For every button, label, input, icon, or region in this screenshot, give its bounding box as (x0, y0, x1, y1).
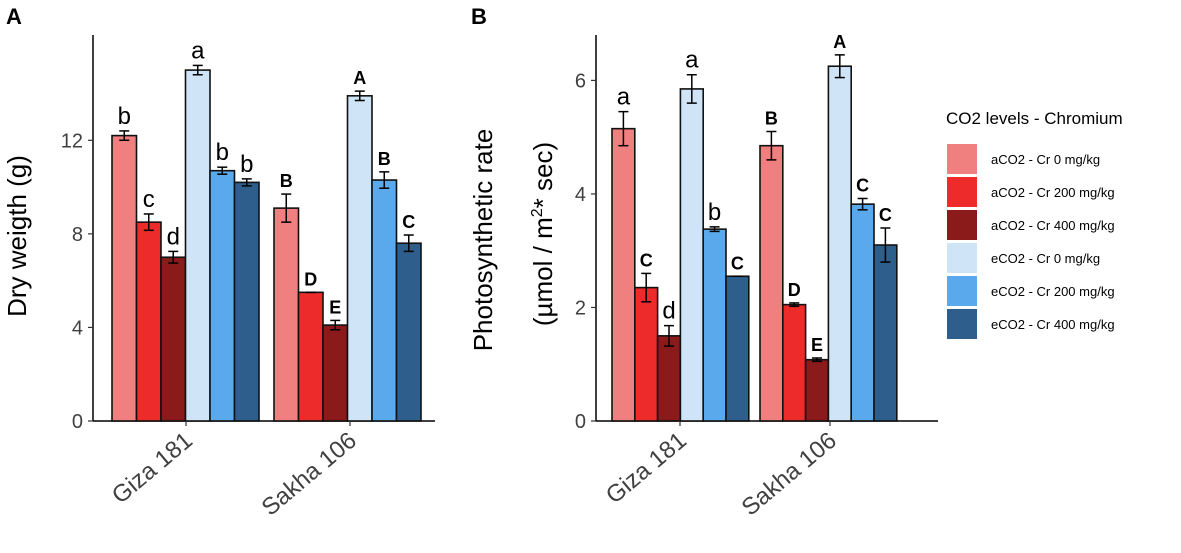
legend-title: CO2 levels - Chromium (946, 109, 1123, 128)
panel-a-significance-label: d (167, 223, 180, 250)
legend-swatch (947, 210, 977, 240)
panel-a-bar (209, 169, 236, 422)
legend-label: aCO2 - Cr 400 mg/kg (991, 218, 1115, 233)
panel-a-significance-label: B (378, 149, 391, 169)
panel-a-bar (233, 181, 260, 422)
panel-b-letter: B (471, 4, 487, 29)
panel-a-y-tick-label: 0 (72, 411, 83, 433)
panel-b-y-axis-subtitle: (µmol / m2* sec) (528, 142, 558, 326)
panel-b-significance-label: E (811, 335, 823, 355)
legend: CO2 levels - Chromium aCO2 - Cr 0 mg/kga… (946, 109, 1123, 339)
panel-b-y-axis-title: Photosynthetic rate (468, 129, 498, 352)
panel-b-significance-label: b (708, 199, 721, 226)
panel-a-significance-label: A (353, 68, 366, 88)
legend-swatch (947, 144, 977, 174)
panel-b-bar (804, 358, 830, 422)
panel-b-y-tick-label: 0 (575, 411, 586, 433)
panel-a-significance-label: c (143, 186, 155, 213)
panel-b-y-tick-label: 6 (575, 70, 586, 92)
panel-a-y-tick-label: 12 (61, 130, 83, 152)
panel-b-significance-label: A (833, 32, 846, 52)
panel-a-significance-label: a (191, 37, 205, 64)
legend-label: eCO2 - Cr 200 mg/kg (991, 284, 1115, 299)
panel-b-bar (633, 286, 659, 422)
panel-b-significance-label: B (765, 109, 778, 129)
panel-a-bar (395, 242, 422, 422)
panel-a-category-label: Sakha 106 (257, 427, 362, 521)
panel-a-significance-label: D (304, 269, 317, 289)
panel-a-bar (111, 134, 138, 422)
panel-a-significance-label: b (118, 103, 131, 130)
panel-b-bar (827, 65, 853, 422)
legend-swatch (947, 309, 977, 339)
panel-b-bar (781, 303, 807, 422)
panel-a-significance-label: b (240, 151, 253, 178)
legend-label: aCO2 - Cr 0 mg/kg (991, 152, 1100, 167)
legend-label: aCO2 - Cr 200 mg/kg (991, 185, 1115, 200)
panel-a-bar (371, 179, 398, 422)
panel-b-category-label: Giza 181 (601, 427, 692, 509)
panel-b-significance-label: D (788, 280, 801, 300)
panel-a-category-label: Giza 181 (107, 427, 198, 509)
panel-a-bar (346, 95, 373, 422)
panel-b-y-tick-label: 4 (575, 184, 586, 206)
panel-a-bar (322, 324, 349, 422)
panel-b-category-label: Sakha 106 (737, 427, 842, 521)
panel-b-bar (850, 203, 875, 422)
panel-a-y-axis-title: Dry weigth (g) (2, 155, 32, 317)
panel-b: B Photosynthetic rate (µmol / m2* sec) 0… (468, 4, 938, 521)
panel-a-y-tick-label: 8 (72, 224, 83, 246)
panel-b-significance-label: a (617, 84, 631, 111)
legend-swatch (947, 177, 977, 207)
panel-a-y-tick-label: 4 (72, 317, 83, 339)
panel-a-bar (184, 69, 211, 422)
legend-label: eCO2 - Cr 400 mg/kg (991, 317, 1115, 332)
panel-b-y-tick-label: 2 (575, 297, 586, 319)
panel-b-significance-label: C (856, 175, 869, 195)
panel-b-significance-label: C (640, 250, 653, 270)
legend-swatch (947, 243, 977, 273)
panel-a-bar (135, 221, 162, 422)
panel-a-significance-label: E (329, 297, 341, 317)
panel-b-bar (679, 88, 705, 422)
panel-b-significance-label: d (662, 298, 675, 325)
panel-a-significance-label: b (216, 139, 229, 166)
panel-a-significance-label: B (280, 171, 293, 191)
panel-a-letter: A (6, 4, 22, 29)
panel-b-significance-label: C (879, 205, 892, 225)
panel-b-bar (702, 228, 727, 422)
panel-a-bar (273, 207, 300, 422)
panel-b-bar (873, 244, 898, 422)
panel-a-significance-label: C (402, 212, 415, 232)
panel-a-bar (297, 291, 324, 422)
panel-b-bar (725, 275, 750, 422)
legend-swatch (947, 276, 977, 306)
panel-b-bar (759, 144, 784, 422)
legend-items: aCO2 - Cr 0 mg/kg aCO2 - Cr 200 mg/kg aCO2… (947, 144, 1115, 339)
panel-b-significance-label: a (685, 47, 699, 74)
panel-b-significance-label: C (731, 253, 744, 273)
panel-b-bar (611, 127, 636, 422)
panel-b-bar (656, 335, 682, 422)
legend-label: eCO2 - Cr 0 mg/kg (991, 251, 1100, 266)
panel-a-bar (160, 256, 187, 422)
